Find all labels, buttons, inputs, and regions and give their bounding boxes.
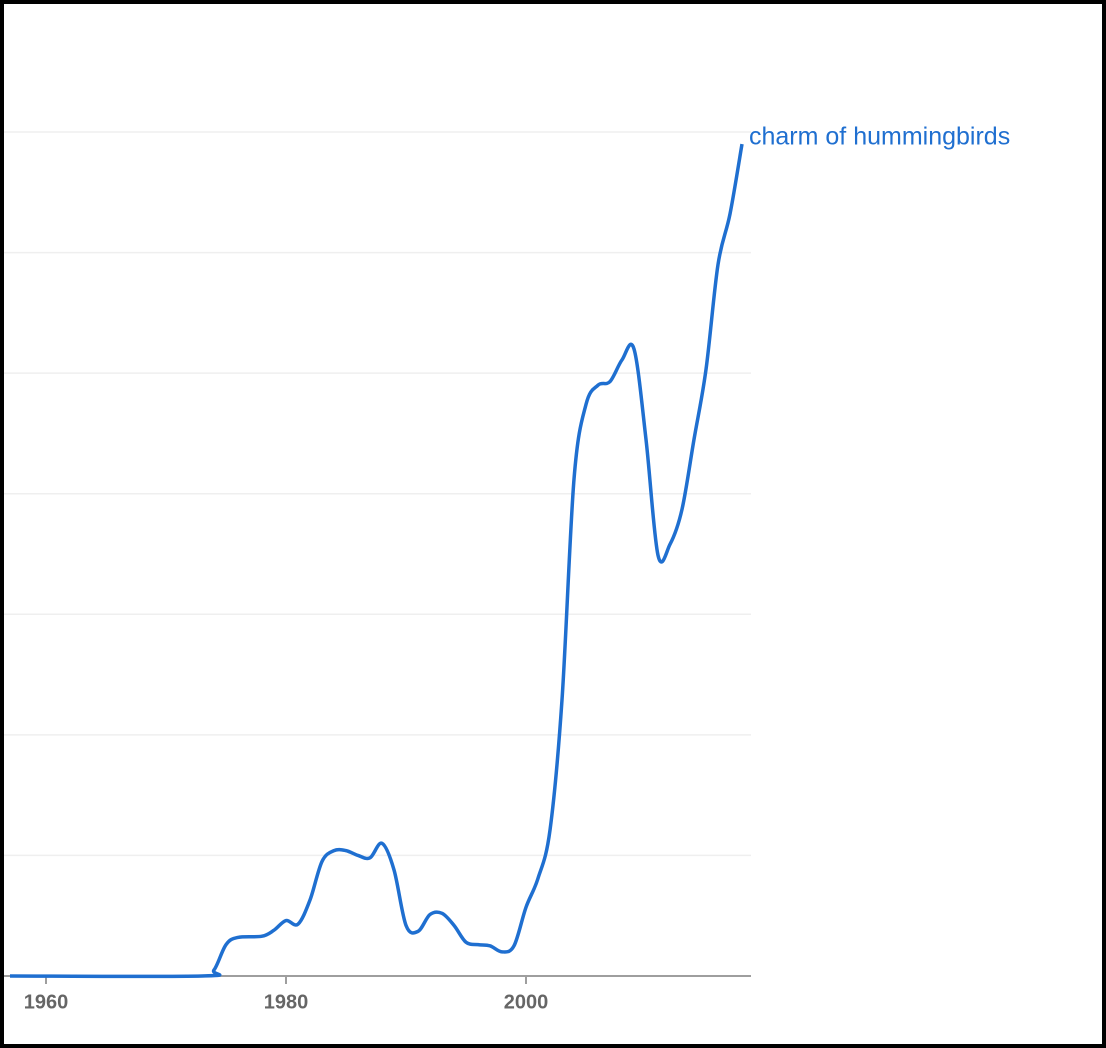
x-tick-label: 1980	[264, 991, 309, 1013]
line	[9, 143, 744, 979]
series-label: charm of hummingbirds	[749, 123, 1010, 151]
x-tick-label: 1960	[24, 991, 69, 1013]
x-tick-label: 2000	[504, 991, 549, 1013]
